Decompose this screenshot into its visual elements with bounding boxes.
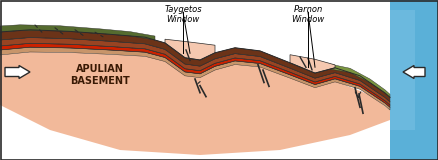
Text: Parnon
Window: Parnon Window xyxy=(291,5,325,24)
FancyArrow shape xyxy=(403,65,425,79)
Polygon shape xyxy=(0,37,390,105)
Polygon shape xyxy=(390,10,415,130)
Text: Taygetos
Window: Taygetos Window xyxy=(164,5,202,24)
Polygon shape xyxy=(0,30,390,102)
Text: APULIAN
BASEMENT: APULIAN BASEMENT xyxy=(70,64,130,86)
Polygon shape xyxy=(390,0,438,160)
Polygon shape xyxy=(0,47,390,110)
Polygon shape xyxy=(0,43,390,107)
FancyArrow shape xyxy=(5,65,30,79)
Polygon shape xyxy=(290,55,335,73)
Polygon shape xyxy=(0,52,390,155)
Polygon shape xyxy=(165,39,215,60)
Polygon shape xyxy=(330,64,390,97)
Polygon shape xyxy=(0,25,155,40)
